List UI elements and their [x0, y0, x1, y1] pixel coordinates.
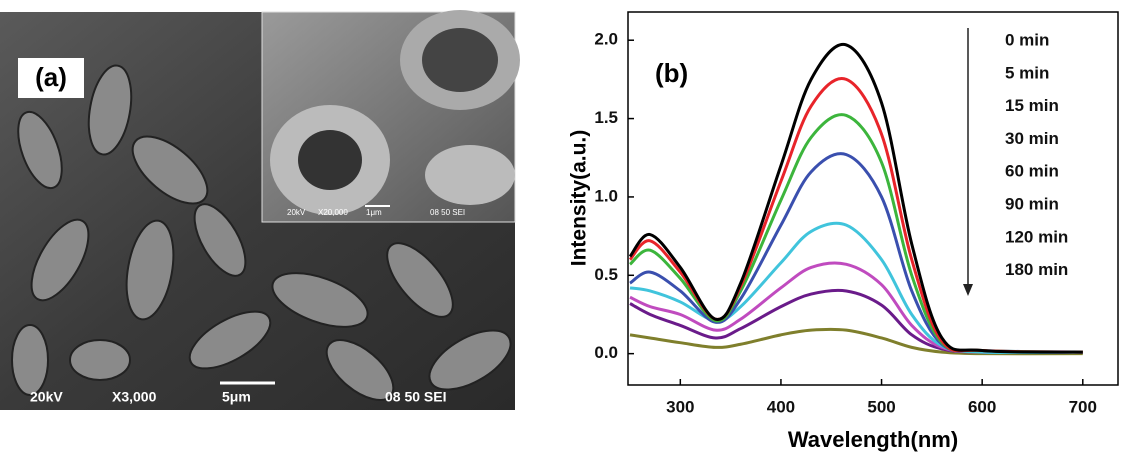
- legend-entry: 15 min: [1005, 96, 1059, 115]
- sem-magnification: X3,000: [112, 389, 157, 405]
- legend-arrowhead: [963, 284, 973, 296]
- y-tick-label: 1.5: [594, 108, 618, 127]
- x-axis-label: Wavelength(nm): [788, 427, 958, 452]
- y-tick-label: 1.0: [594, 186, 618, 205]
- legend-entry: 60 min: [1005, 162, 1059, 181]
- inset-info: 08 50 SEI: [430, 208, 465, 217]
- figure: (a) 20kV X3,000 5μm 08 50 SEI 20kV X20,0…: [0, 0, 1126, 458]
- x-tick-label: 500: [867, 397, 895, 416]
- panel-label: (b): [655, 58, 688, 88]
- x-tick-label: 400: [767, 397, 795, 416]
- sem-voltage: 20kV: [30, 389, 63, 405]
- panel-label: (a): [35, 62, 67, 92]
- y-tick-label: 2.0: [594, 30, 618, 49]
- inset-voltage: 20kV: [287, 208, 306, 217]
- x-tick-label: 600: [968, 397, 996, 416]
- y-tick-label: 0.0: [594, 343, 618, 362]
- sem-scale: 5μm: [222, 389, 251, 405]
- inset-scale: 1μm: [366, 208, 382, 217]
- x-tick-label: 700: [1069, 397, 1097, 416]
- legend-entry: 0 min: [1005, 30, 1049, 49]
- legend-entry: 120 min: [1005, 227, 1068, 246]
- legend-entry: 5 min: [1005, 63, 1049, 82]
- sem-info: 08 50 SEI: [385, 389, 447, 405]
- legend-entry: 90 min: [1005, 194, 1059, 213]
- y-axis-label: Intensity(a.u.): [568, 130, 591, 267]
- y-tick-label: 0.5: [594, 265, 618, 284]
- sem-image: (a) 20kV X3,000 5μm 08 50 SEI 20kV X20,0…: [0, 10, 520, 411]
- legend-entry: 30 min: [1005, 129, 1059, 148]
- x-tick-label: 300: [666, 397, 694, 416]
- inset-magnification: X20,000: [318, 208, 348, 217]
- legend-entry: 180 min: [1005, 260, 1068, 279]
